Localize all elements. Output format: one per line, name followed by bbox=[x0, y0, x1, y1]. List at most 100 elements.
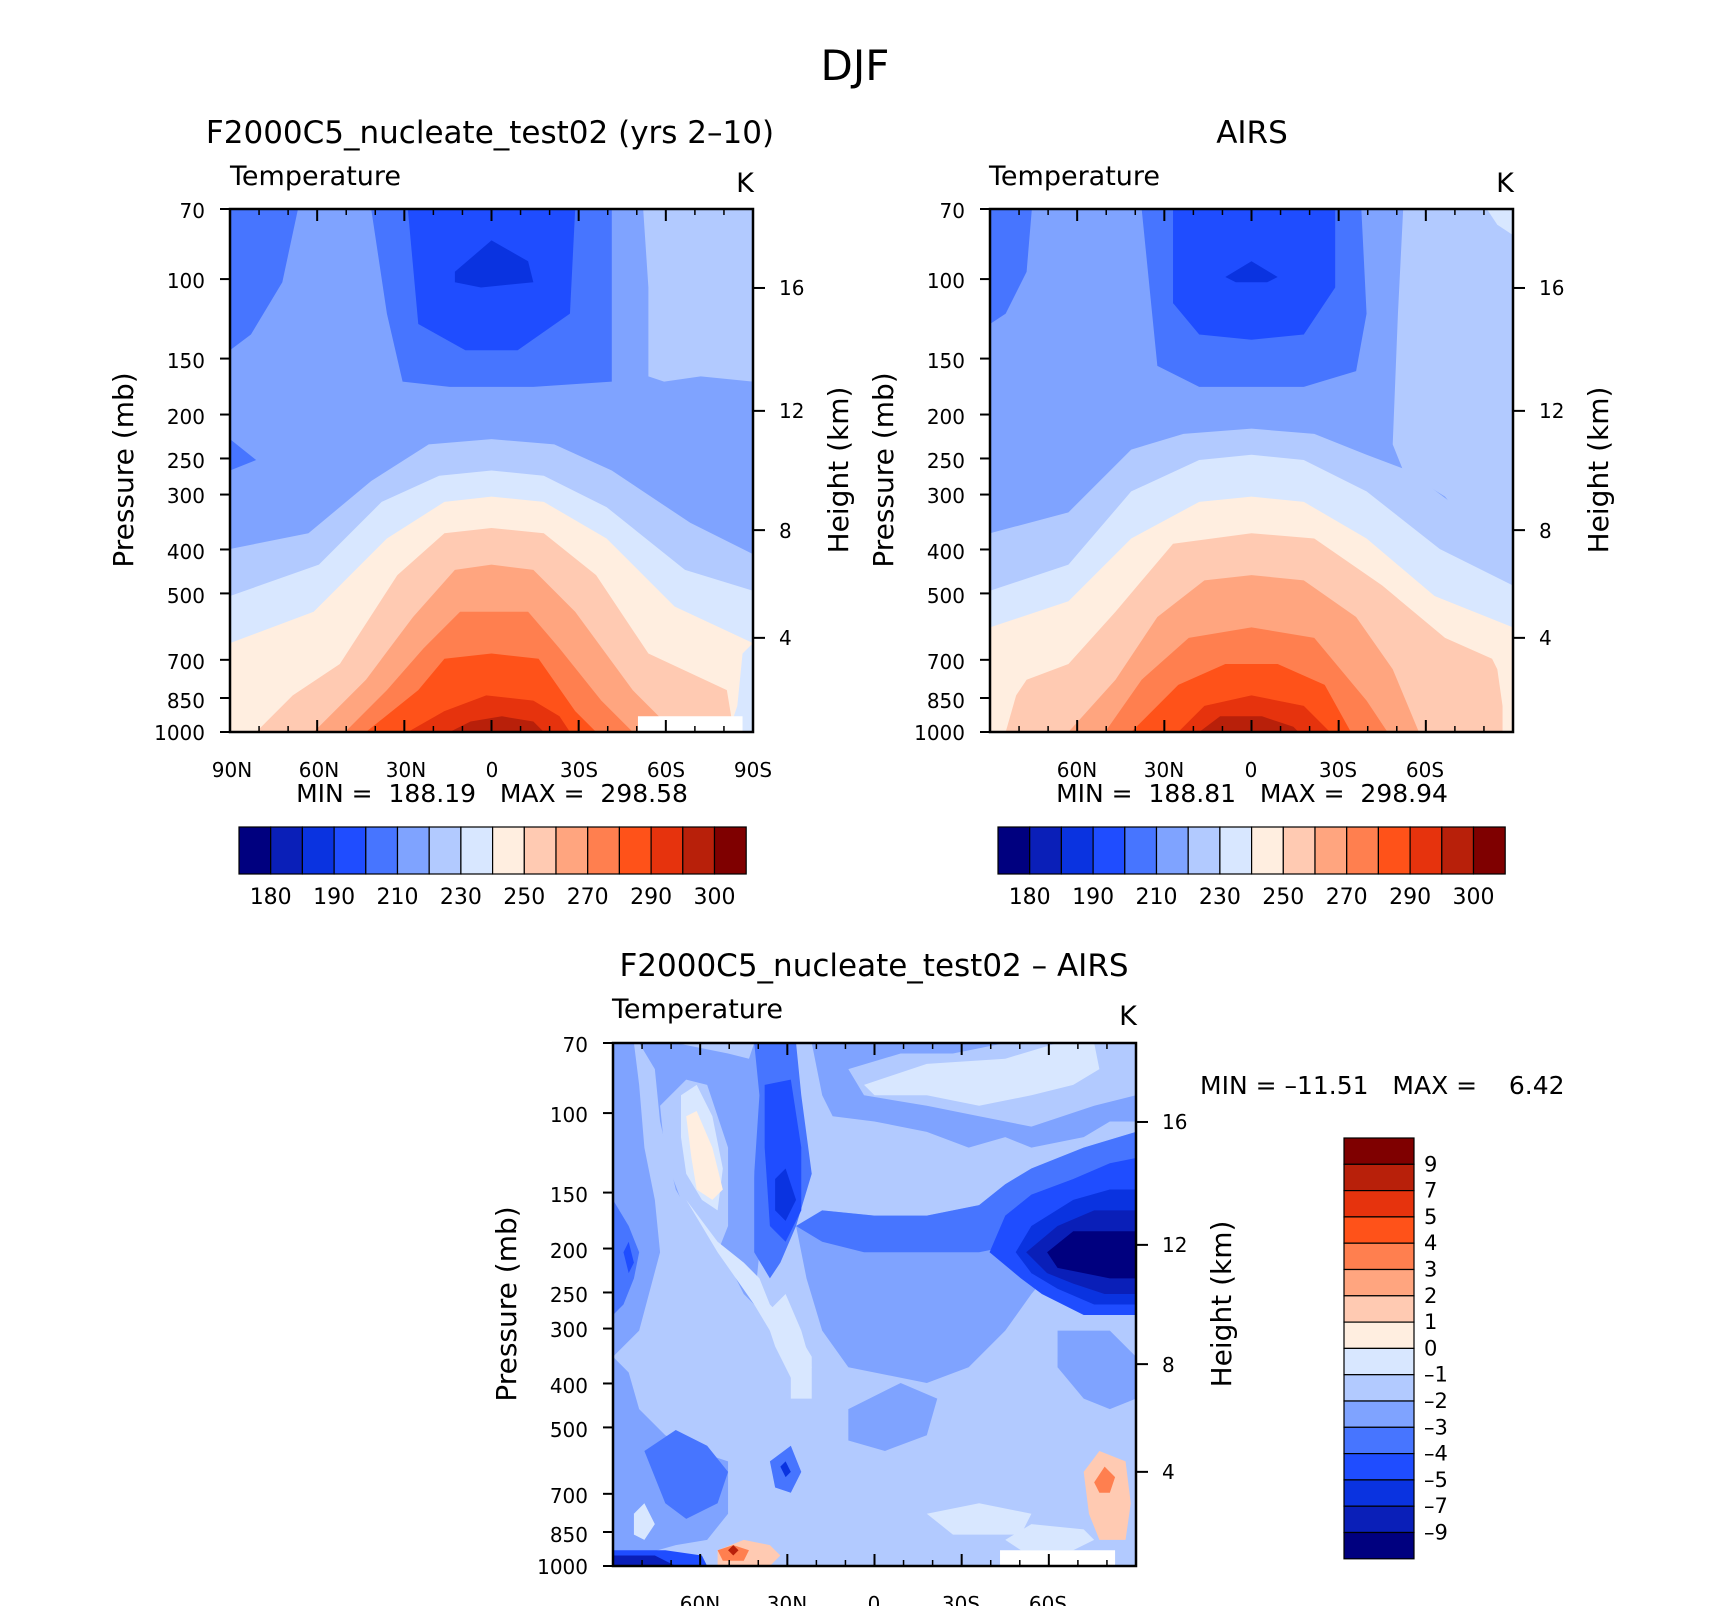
panel-obs-y2label: Height (km) bbox=[1582, 387, 1615, 554]
ytick-label: 300 bbox=[550, 1318, 588, 1342]
ytick-label: 700 bbox=[927, 650, 965, 674]
xtick-label: 30S bbox=[1319, 758, 1357, 782]
ytick-label: 100 bbox=[550, 1103, 588, 1127]
xtick-label: 30N bbox=[386, 758, 426, 782]
colorbar-label: 300 bbox=[1453, 885, 1495, 910]
colorbar-label: –4 bbox=[1424, 1442, 1448, 1466]
panel-obs-title: AIRS bbox=[1216, 115, 1288, 151]
colorbar-swatch bbox=[523, 826, 557, 875]
y2tick-label: 16 bbox=[779, 276, 804, 300]
colorbar-label: 250 bbox=[503, 885, 545, 910]
colorbar-swatch bbox=[1343, 1400, 1415, 1428]
ytick-label: 850 bbox=[550, 1523, 588, 1547]
panel-obs-xticks: 60N 30N 0 30S 60S bbox=[1057, 758, 1444, 782]
colorbar-label: –2 bbox=[1424, 1389, 1448, 1413]
y2tick-label: 12 bbox=[1162, 1233, 1187, 1257]
colorbar-swatch bbox=[1343, 1189, 1415, 1218]
ytick-label: 400 bbox=[167, 540, 205, 564]
y2tick-label: 4 bbox=[779, 626, 792, 650]
ytick-label: 200 bbox=[927, 405, 965, 429]
ytick-label: 70 bbox=[563, 1033, 588, 1057]
colorbar-swatch bbox=[1472, 826, 1506, 875]
xtick-label: 0 bbox=[868, 1592, 881, 1606]
colorbar-swatch bbox=[1155, 826, 1189, 875]
ytick-label: 150 bbox=[167, 349, 205, 373]
panel-diff-ylabel: Pressure (mb) bbox=[490, 1206, 523, 1401]
colorbar-label: 0 bbox=[1424, 1336, 1437, 1360]
panel-diff-xticks: 60N 30N 0 30S 60S bbox=[680, 1592, 1067, 1606]
ytick-label: 400 bbox=[927, 540, 965, 564]
ytick-label: 150 bbox=[550, 1183, 588, 1207]
panel-diff-plot bbox=[613, 1043, 1136, 1566]
colorbar-swatch bbox=[1343, 1163, 1415, 1192]
xtick-label: 30S bbox=[560, 758, 598, 782]
ytick-label: 70 bbox=[180, 199, 205, 223]
colorbar-label: 210 bbox=[1136, 885, 1178, 910]
panel-obs-units: K bbox=[1496, 168, 1515, 199]
colorbar-label: 4 bbox=[1424, 1231, 1437, 1255]
colorbar-swatch bbox=[1343, 1242, 1415, 1271]
xtick-label: 90S bbox=[734, 758, 772, 782]
panel-model-subtitle: Temperature bbox=[229, 161, 401, 192]
ytick-label: 300 bbox=[927, 484, 965, 508]
colorbar-label: 250 bbox=[1262, 885, 1304, 910]
panel-obs-stats: MIN = 188.81 MAX = 298.94 bbox=[1056, 779, 1448, 808]
colorbar-swatch bbox=[270, 826, 304, 875]
ytick-label: 200 bbox=[167, 405, 205, 429]
colorbar-label: 190 bbox=[313, 885, 355, 910]
y2tick-label: 12 bbox=[1539, 399, 1564, 423]
colorbar-label: –1 bbox=[1424, 1363, 1448, 1387]
colorbar-swatch bbox=[1343, 1452, 1415, 1481]
panel-model-y2ticks: 16 12 8 4 bbox=[779, 276, 804, 650]
colorbar-label: 1 bbox=[1424, 1310, 1437, 1334]
xtick-label: 60S bbox=[1406, 758, 1444, 782]
ytick-label: 100 bbox=[927, 269, 965, 293]
y2tick-label: 16 bbox=[1539, 276, 1564, 300]
figure-title: DJF bbox=[821, 41, 890, 90]
ytick-label: 200 bbox=[550, 1239, 588, 1263]
xtick-label: 0 bbox=[1245, 758, 1258, 782]
tick-marks bbox=[980, 208, 1525, 733]
colorbar-swatch bbox=[365, 826, 399, 875]
colorbar-swatch bbox=[1441, 826, 1475, 875]
y2tick-label: 8 bbox=[1539, 519, 1552, 543]
colorbar-label: 3 bbox=[1424, 1258, 1437, 1282]
colorbar-label: 190 bbox=[1072, 885, 1114, 910]
colorbar-swatch bbox=[1060, 826, 1094, 875]
colorbar-swatch bbox=[492, 826, 525, 875]
ytick-label: 700 bbox=[550, 1484, 588, 1508]
colorbar-swatch bbox=[1343, 1505, 1415, 1534]
panel-obs: AIRS Temperature K 60N 30N 0 bbox=[867, 115, 1615, 910]
colorbar-swatch bbox=[1343, 1347, 1415, 1376]
panel-diff-title: F2000C5_nucleate_test02 – AIRS bbox=[619, 948, 1128, 984]
colorbar-swatch bbox=[1377, 826, 1411, 875]
colorbar-label: 9 bbox=[1424, 1152, 1437, 1176]
ytick-label: 70 bbox=[940, 199, 965, 223]
panel-model-ylabel: Pressure (mb) bbox=[107, 372, 140, 567]
panel-model-stats: MIN = 188.19 MAX = 298.58 bbox=[296, 779, 688, 808]
colorbar-swatch bbox=[333, 826, 367, 875]
panel-obs-subtitle: Temperature bbox=[988, 161, 1160, 192]
colorbar-swatch bbox=[1346, 826, 1379, 875]
colorbar-swatch bbox=[555, 826, 589, 875]
y2tick-label: 12 bbox=[779, 399, 804, 423]
tick-marks bbox=[220, 208, 765, 733]
colorbar-swatch bbox=[460, 826, 494, 875]
ytick-label: 850 bbox=[927, 689, 965, 713]
colorbar-label: –7 bbox=[1424, 1494, 1448, 1518]
panel-model-xticks: 90N 60N 30N 0 30S 60S 90S bbox=[212, 758, 772, 782]
ytick-label: 250 bbox=[550, 1283, 588, 1307]
xtick-label: 60S bbox=[647, 758, 685, 782]
ytick-label: 250 bbox=[167, 449, 205, 473]
ytick-label: 850 bbox=[167, 689, 205, 713]
y2tick-label: 8 bbox=[779, 519, 792, 543]
panel-model-title: F2000C5_nucleate_test02 (yrs 2–10) bbox=[206, 115, 774, 151]
colorbar-swatch bbox=[997, 826, 1031, 875]
ytick-label: 250 bbox=[927, 449, 965, 473]
panel-model-colorbar: 180 190 210 230 250 270 290 300 bbox=[238, 826, 747, 910]
ytick-label: 500 bbox=[550, 1418, 588, 1442]
panel-model-yticks: 70 100 150 200 250 300 400 500 700 850 1… bbox=[154, 199, 205, 745]
colorbar-label: 5 bbox=[1424, 1205, 1437, 1229]
panel-obs-ylabel: Pressure (mb) bbox=[867, 372, 900, 567]
colorbar-swatch bbox=[396, 826, 430, 875]
